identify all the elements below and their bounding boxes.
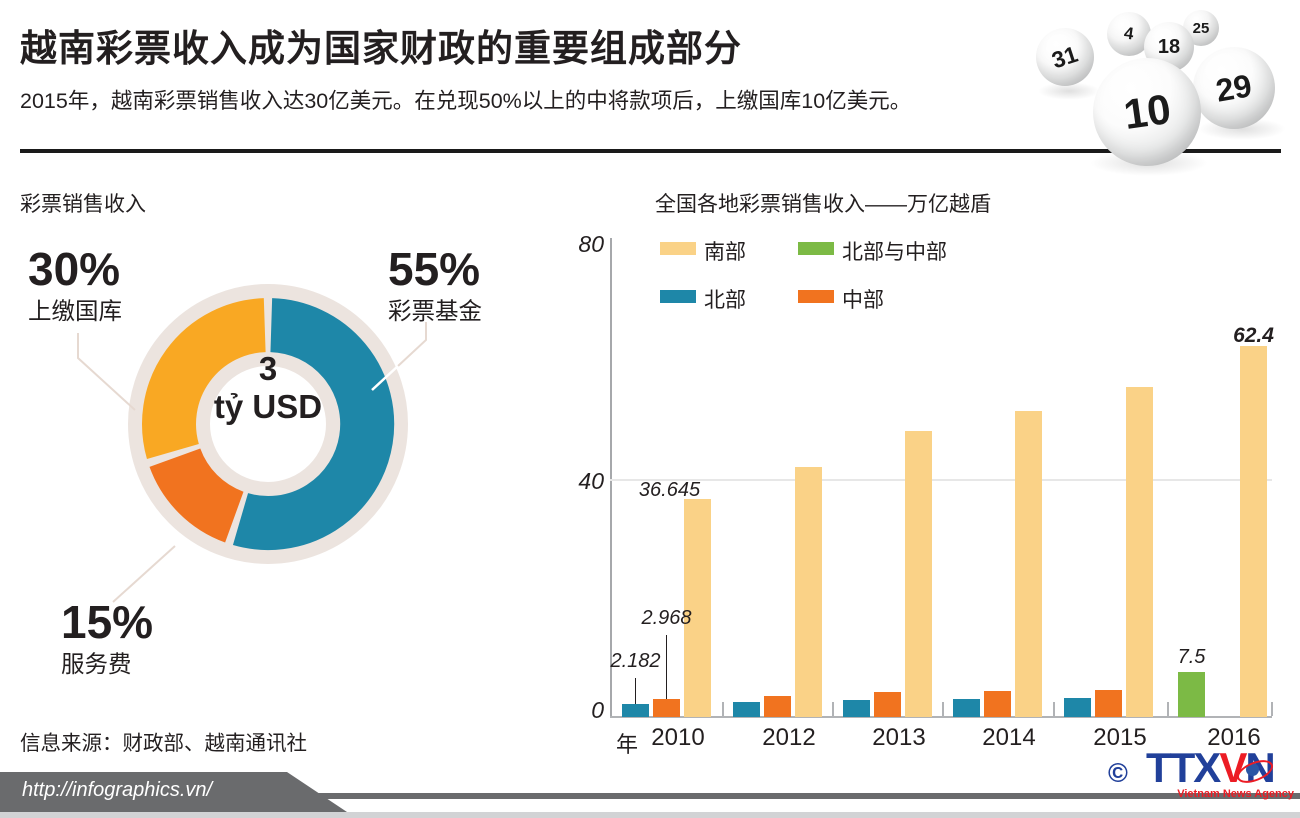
donut-center-label: 3 tỷ USD	[188, 350, 348, 426]
y-tick-0: 0	[591, 697, 604, 723]
source-note: 信息来源：财政部、越南通讯社	[20, 732, 307, 755]
bar-south-2012	[795, 467, 822, 717]
donut-center-unit: tỷ USD	[213, 388, 323, 425]
treasury-percent: 30%	[28, 243, 121, 295]
value-label-central-2010: 2.968	[641, 607, 692, 629]
footer-bar: http://infographics.vn/	[0, 772, 347, 812]
donut-slice-treasury	[142, 298, 267, 459]
y-tick-80: 80	[578, 231, 604, 257]
ttxvn-logo: © TTXVN Vietnam News Agency	[1108, 744, 1294, 810]
footer-url[interactable]: http://infographics.vn/	[22, 779, 213, 801]
donut-slice-service	[149, 447, 245, 543]
value-leader-north-2010	[634, 678, 637, 704]
donut-section-title: 彩票销售收入	[20, 193, 146, 216]
legend-swatch-north	[660, 290, 696, 303]
donut-leader-treasury	[77, 333, 136, 411]
x-axis-label-2016: 2016	[1207, 724, 1261, 751]
legend-label-north: 北部	[704, 289, 746, 312]
donut-leader-service	[112, 545, 176, 603]
service-percent: 15%	[61, 596, 154, 648]
logo-v: V	[1219, 744, 1247, 791]
bar-north-2010	[622, 704, 649, 717]
axis-tick	[1053, 702, 1055, 716]
axis-tick	[942, 702, 944, 716]
lottery-ball-31: 31	[1036, 28, 1094, 86]
header-divider	[20, 149, 1281, 153]
service-name: 服务费	[61, 651, 132, 677]
ball-number: 29	[1213, 66, 1255, 109]
logo-subtitle: Vietnam News Agency	[1177, 788, 1294, 800]
footer-line	[300, 793, 1300, 799]
fund-name: 彩票基金	[388, 298, 482, 324]
bar-south-2016	[1240, 346, 1267, 717]
lottery-ball-10: 10	[1093, 58, 1201, 166]
y-axis-line	[610, 238, 612, 717]
bar-central-2010	[653, 699, 680, 717]
donut-label-treasury: 30% 上缴国库	[28, 243, 122, 326]
legend-label-north-central: 北部与中部	[842, 241, 947, 264]
donut-chart	[77, 284, 427, 603]
bar-south-2015	[1126, 387, 1153, 717]
legend-swatch-central	[798, 290, 834, 303]
treasury-name: 上缴国库	[28, 298, 122, 324]
donut-label-service: 15% 服务费	[61, 596, 154, 679]
donut-label-fund: 55% 彩票基金	[388, 243, 482, 326]
bar-chart-title: 全国各地彩票销售收入——万亿越盾	[655, 193, 991, 216]
y-tick-40: 40	[578, 468, 604, 494]
bar-central-2014	[984, 691, 1011, 717]
gridline-40	[610, 479, 1272, 481]
value-label-north_central-2016: 7.5	[1177, 646, 1206, 668]
axis-tick	[1271, 702, 1273, 716]
x-axis-label-2012: 2012	[762, 724, 816, 751]
copyright-icon: ©	[1108, 758, 1128, 788]
value-leader-central-2010	[665, 635, 668, 699]
x-axis-label-2010: 2010	[651, 724, 705, 751]
legend-swatch-north-central	[798, 242, 834, 255]
x-axis-label-2015: 2015	[1093, 724, 1147, 751]
legend-swatch-south	[660, 242, 696, 255]
footer-strip	[0, 812, 1300, 818]
bar-central-2013	[874, 692, 901, 717]
axis-tick	[832, 702, 834, 716]
bar-north-2015	[1064, 698, 1091, 717]
bar-north_central-2016	[1178, 672, 1205, 717]
value-label-north-2010: 2.182	[610, 650, 661, 672]
bar-central-2015	[1095, 690, 1122, 717]
ball-number: 25	[1192, 19, 1210, 37]
globe-icon	[1246, 763, 1259, 776]
donut-leader-fund	[397, 322, 427, 367]
x-axis-line	[610, 716, 1272, 718]
fund-percent: 55%	[388, 243, 481, 295]
value-label-south-2010: 36.645	[638, 479, 701, 501]
legend-label-south: 南部	[704, 241, 746, 264]
axis-tick	[722, 702, 724, 716]
bar-south-2014	[1015, 411, 1042, 717]
bar-north-2012	[733, 702, 760, 717]
legend-label-central: 中部	[842, 289, 884, 312]
ball-number: 10	[1120, 84, 1174, 139]
x-axis-unit: 年	[616, 732, 639, 757]
x-axis-label-2014: 2014	[982, 724, 1036, 751]
bar-south-2013	[905, 431, 932, 717]
bar-south-2010	[684, 499, 711, 717]
bar-north-2013	[843, 700, 870, 717]
logo-ttx: TTX	[1146, 744, 1221, 791]
x-axis-label-2013: 2013	[872, 724, 926, 751]
donut-center-value: 3	[258, 350, 278, 387]
ball-number: 18	[1157, 35, 1181, 58]
bar-north-2014	[953, 699, 980, 717]
ball-number: 31	[1048, 40, 1082, 73]
ball-number: 4	[1123, 23, 1136, 44]
donut-leader-fund-inner	[371, 365, 399, 391]
axis-tick	[1167, 702, 1169, 716]
value-label-south-2016: 62.4	[1233, 324, 1274, 347]
page-title: 越南彩票收入成为国家财政的重要组成部分	[20, 28, 742, 69]
lottery-ball-4: 4	[1107, 12, 1151, 56]
ball-reflection	[1038, 82, 1100, 100]
page-subtitle: 2015年，越南彩票销售收入达30亿美元。在兑现50%以上的中将款项后，上缴国库…	[20, 89, 912, 113]
donut-slice-fund	[232, 298, 395, 550]
bar-central-2012	[764, 696, 791, 717]
lottery-ball-29: 29	[1193, 47, 1275, 129]
